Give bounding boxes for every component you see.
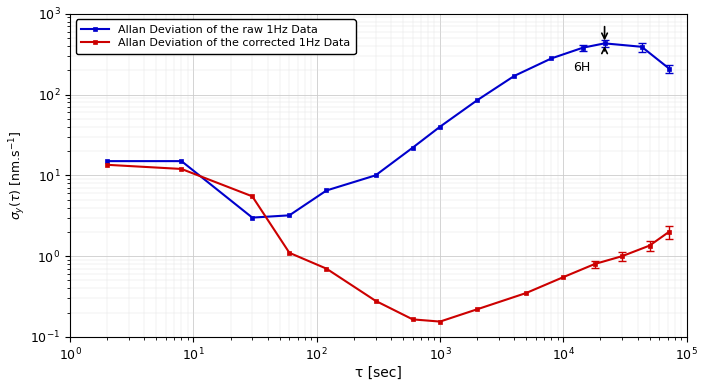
Allan Deviation of the corrected 1Hz Data <box>372 298 380 303</box>
Allan Deviation of the raw 1Hz Data <box>436 124 444 129</box>
Y-axis label: $\sigma_y(\tau)$ [nm.s$^{-1}$]: $\sigma_y(\tau)$ [nm.s$^{-1}$] <box>7 131 27 220</box>
Allan Deviation of the raw 1Hz Data <box>665 66 673 71</box>
Allan Deviation of the raw 1Hz Data <box>473 98 482 103</box>
Legend: Allan Deviation of the raw 1Hz Data, Allan Deviation of the corrected 1Hz Data: Allan Deviation of the raw 1Hz Data, All… <box>75 19 356 54</box>
Allan Deviation of the raw 1Hz Data <box>177 159 185 163</box>
Allan Deviation of the corrected 1Hz Data <box>436 319 444 324</box>
Allan Deviation of the corrected 1Hz Data <box>103 163 111 167</box>
Allan Deviation of the raw 1Hz Data <box>372 173 380 178</box>
Allan Deviation of the corrected 1Hz Data <box>322 266 331 271</box>
Allan Deviation of the raw 1Hz Data <box>285 213 293 217</box>
Allan Deviation of the corrected 1Hz Data <box>473 307 482 312</box>
Allan Deviation of the corrected 1Hz Data <box>618 254 626 259</box>
Allan Deviation of the corrected 1Hz Data <box>522 291 530 295</box>
Allan Deviation of the raw 1Hz Data <box>579 45 587 50</box>
Allan Deviation of the corrected 1Hz Data <box>285 250 293 255</box>
Allan Deviation of the raw 1Hz Data <box>601 41 609 46</box>
Allan Deviation of the corrected 1Hz Data <box>665 229 673 234</box>
Text: 6H: 6H <box>573 61 590 74</box>
Allan Deviation of the corrected 1Hz Data <box>408 317 417 322</box>
Allan Deviation of the raw 1Hz Data <box>248 215 257 220</box>
X-axis label: τ [sec]: τ [sec] <box>355 366 402 380</box>
Allan Deviation of the corrected 1Hz Data <box>645 243 654 248</box>
Allan Deviation of the raw 1Hz Data <box>510 74 518 78</box>
Allan Deviation of the raw 1Hz Data <box>637 45 646 49</box>
Allan Deviation of the corrected 1Hz Data <box>248 194 257 199</box>
Line: Allan Deviation of the raw 1Hz Data: Allan Deviation of the raw 1Hz Data <box>105 41 671 220</box>
Allan Deviation of the corrected 1Hz Data <box>177 167 185 171</box>
Allan Deviation of the raw 1Hz Data <box>408 146 417 150</box>
Allan Deviation of the raw 1Hz Data <box>322 188 331 193</box>
Allan Deviation of the raw 1Hz Data <box>103 159 111 163</box>
Allan Deviation of the raw 1Hz Data <box>547 56 556 61</box>
Allan Deviation of the corrected 1Hz Data <box>559 275 568 279</box>
Allan Deviation of the corrected 1Hz Data <box>591 262 599 266</box>
Line: Allan Deviation of the corrected 1Hz Data: Allan Deviation of the corrected 1Hz Dat… <box>105 163 671 324</box>
